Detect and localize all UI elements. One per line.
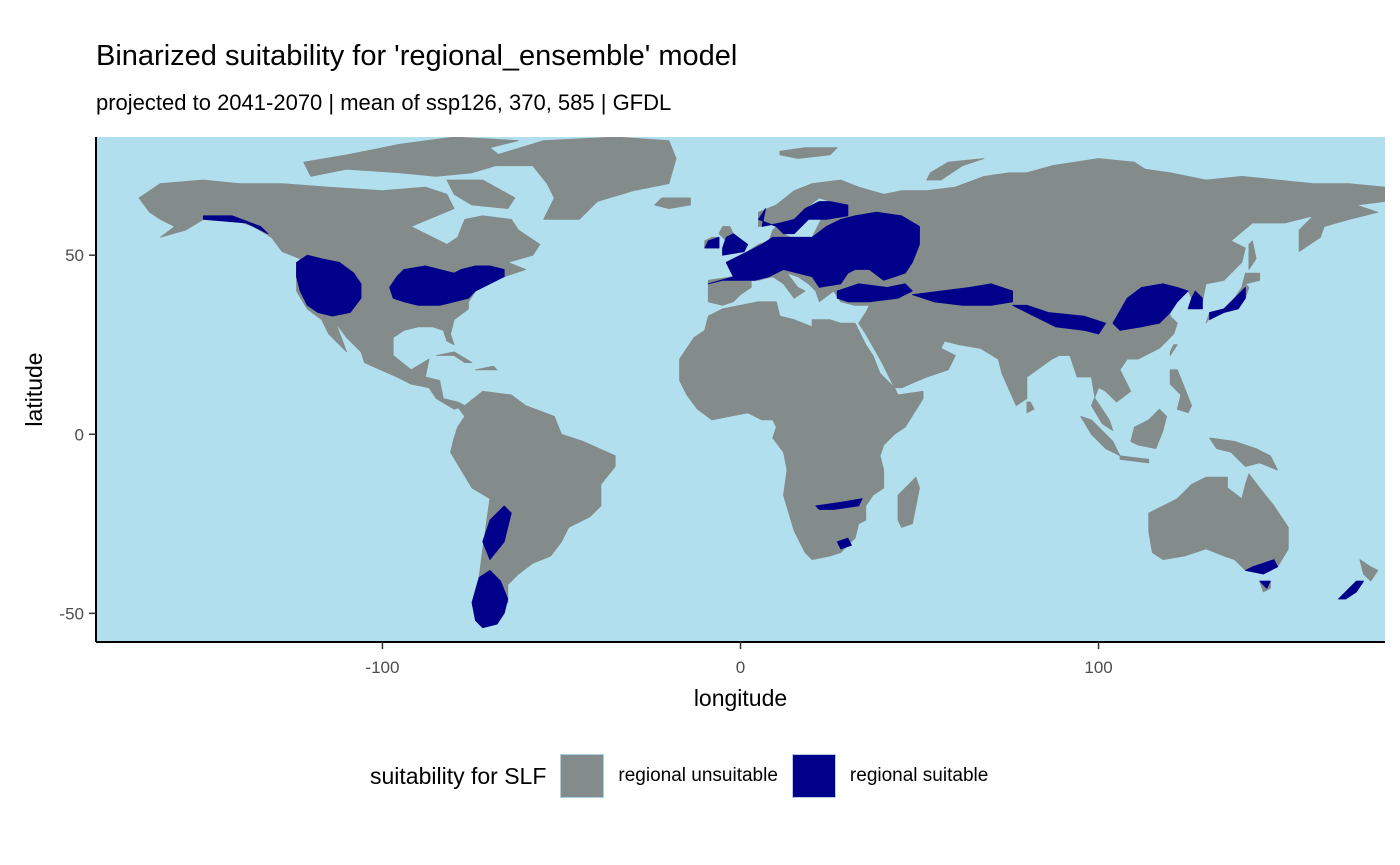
land-taiwan: [1169, 344, 1178, 356]
land-south-america: [450, 390, 616, 629]
suitable-north-america-east: [389, 265, 505, 306]
x-tick-label: 100: [1084, 658, 1112, 677]
land-madagascar: [897, 476, 920, 528]
suitable-china-east: [1112, 283, 1189, 331]
x-axis-title: longitude: [694, 685, 787, 711]
legend-title: suitability for SLF: [370, 762, 547, 789]
land-novaya-zemlya: [926, 158, 985, 181]
x-tick-label: 0: [736, 658, 745, 677]
suitable-se-australia: [1245, 559, 1278, 575]
land-arabia: [865, 312, 956, 389]
land-borneo: [1130, 408, 1167, 450]
suitable-tasmania-s: [1259, 580, 1271, 589]
suitable-japan-south: [1209, 286, 1246, 321]
suitable-korea: [1187, 290, 1203, 310]
land-africa: [679, 301, 924, 560]
chart-subtitle: projected to 2041-2070 | mean of ssp126,…: [96, 90, 672, 115]
suitable-layer: [202, 201, 1364, 629]
suitable-turkey-caucasus: [836, 283, 913, 303]
land-layer: [138, 137, 1385, 629]
suitable-north-america-west: [296, 254, 362, 317]
suitable-andes-south: [471, 570, 509, 629]
land-new-zealand-n: [1359, 559, 1379, 582]
suitable-great-britain-s: [722, 233, 749, 256]
suitable-central-asia-band: [912, 283, 1013, 306]
land-hispaniola: [475, 365, 498, 371]
land-iceland: [654, 197, 691, 210]
suitable-scandinavia: [758, 201, 849, 235]
y-tick-label: 0: [75, 425, 84, 444]
legend-label-unsuitable: regional unsuitable: [618, 765, 778, 786]
land-greenland: [496, 137, 677, 220]
land-philippines: [1169, 369, 1192, 414]
suitable-south-africa-tip: [836, 537, 852, 550]
legend: suitability for SLF regional unsuitable …: [370, 754, 1002, 798]
chart-title: Binarized suitability for 'regional_ense…: [96, 40, 738, 72]
suitable-new-zealand-south: [1338, 580, 1364, 600]
land-baffin: [446, 179, 516, 210]
legend-label-suitable: regional suitable: [849, 765, 989, 786]
land-arctic-islands: [303, 137, 519, 177]
legend-key-unsuitable: [560, 754, 605, 798]
suitable-himalaya-band: [1012, 304, 1107, 335]
suitable-andes-north-strip: [482, 505, 512, 560]
suitable-ireland-s: [704, 236, 720, 249]
land-australia: [1148, 473, 1289, 575]
land-cuba: [435, 351, 473, 364]
land-sakhalin: [1248, 240, 1257, 270]
land-sri-lanka: [1026, 401, 1035, 414]
suitable-southern-africa-strip: [815, 498, 863, 510]
suitable-alaska-coast: [202, 215, 269, 235]
x-tick-label: -100: [365, 658, 399, 677]
y-axis-title: latitude: [21, 352, 47, 426]
y-tick-label: 50: [65, 246, 84, 265]
land-java: [1119, 455, 1150, 464]
y-tick-label: -50: [59, 604, 84, 623]
suitable-europe: [707, 211, 920, 288]
land-new-guinea: [1209, 437, 1278, 471]
tick-layer: -100 0 100 -50 0 50: [59, 246, 1112, 677]
legend-key-suitable: [791, 754, 836, 798]
land-svalbard: [779, 147, 838, 159]
